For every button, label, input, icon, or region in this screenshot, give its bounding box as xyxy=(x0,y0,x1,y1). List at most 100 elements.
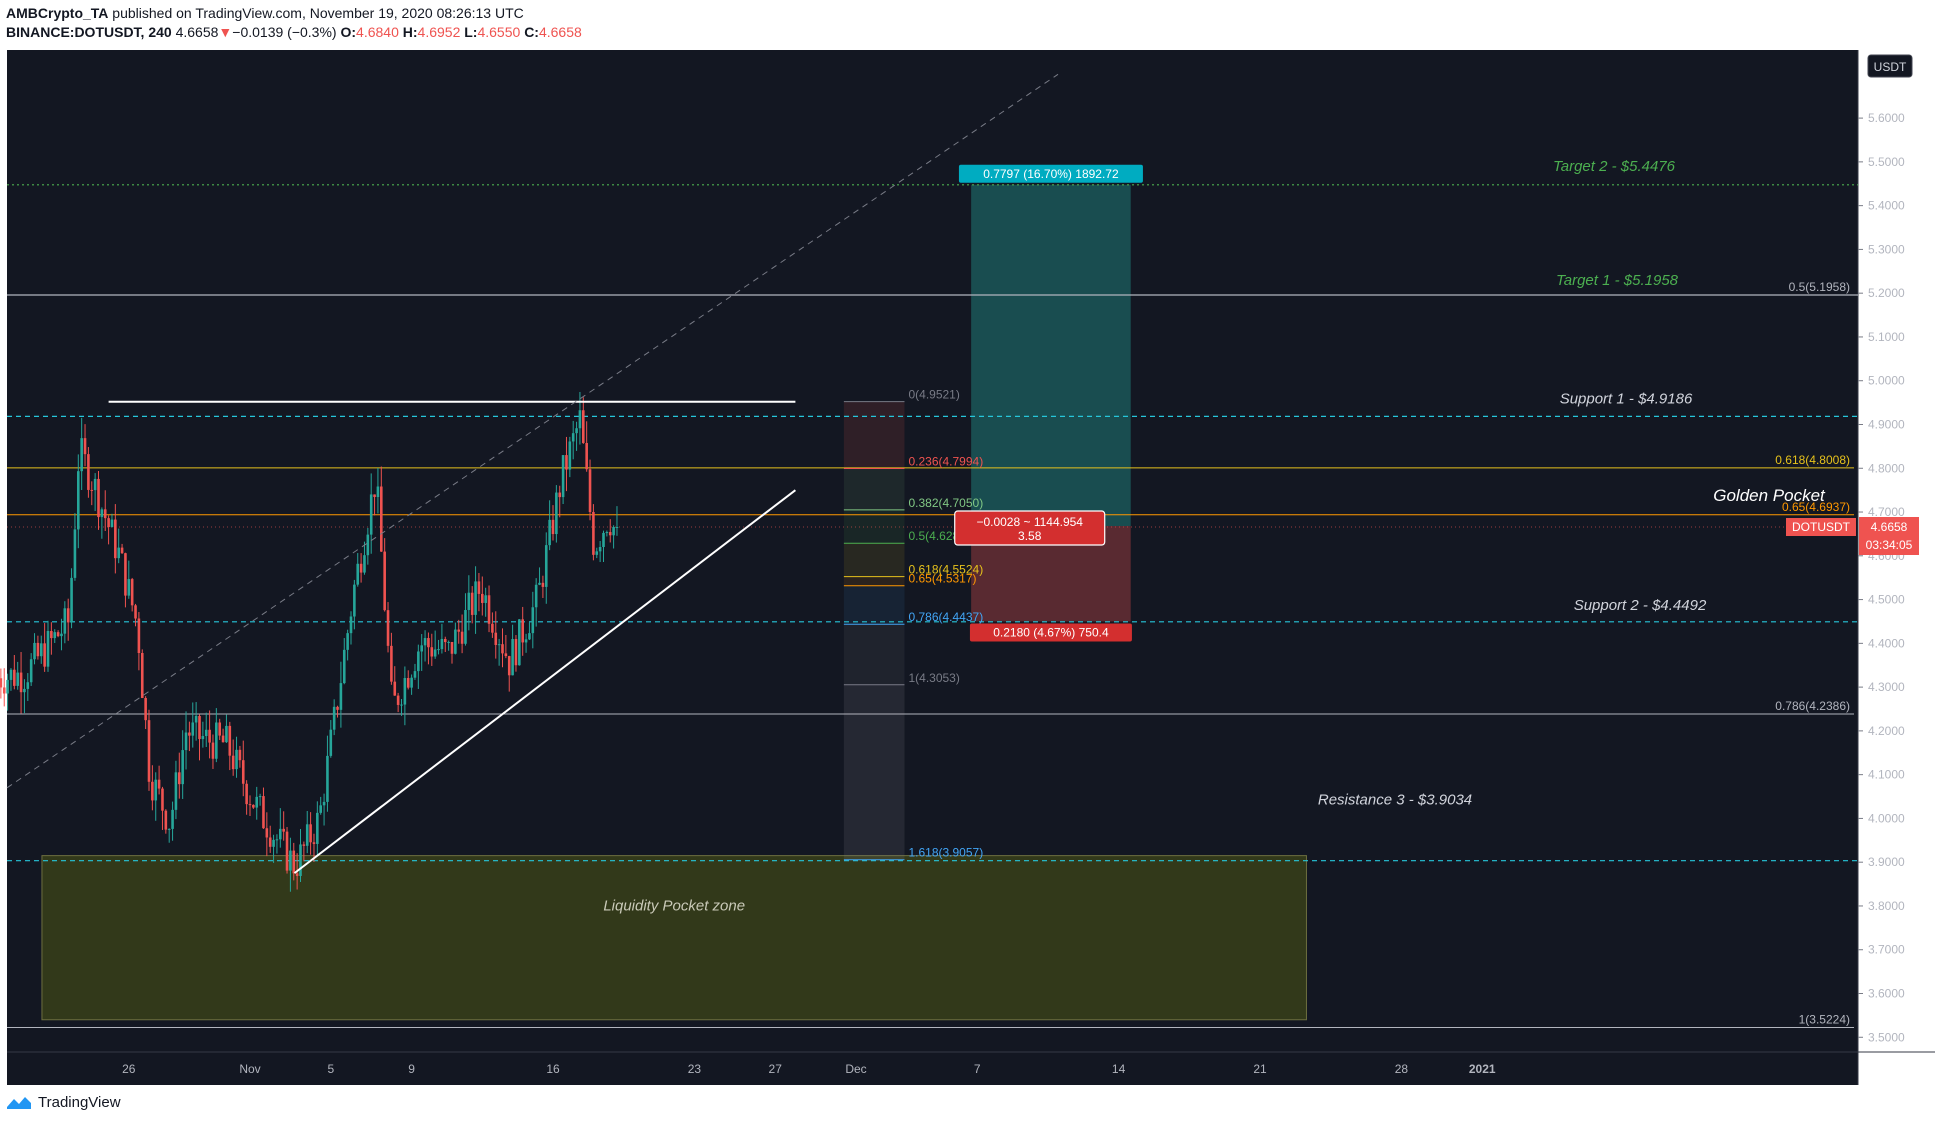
y-tick-label: 4.8000 xyxy=(1868,461,1905,475)
candle-body xyxy=(262,796,265,829)
candle-body xyxy=(380,486,383,552)
candle-body xyxy=(309,824,312,843)
candle-body xyxy=(178,772,181,785)
close-value: 4.6658 xyxy=(538,24,582,40)
position-pnl-label: −0.0028 ~ 1144.954 xyxy=(976,515,1083,529)
fib-band xyxy=(843,401,905,469)
fib-level-label: 1.618(3.9057) xyxy=(908,846,983,860)
candle-body xyxy=(275,839,279,841)
y-tick-label: 5.1000 xyxy=(1868,330,1905,344)
candle-body xyxy=(299,844,302,876)
candle-body xyxy=(528,633,531,640)
x-tick-label: 2021 xyxy=(1469,1062,1496,1076)
candle-body xyxy=(356,563,360,585)
candle-body xyxy=(215,722,218,759)
high-value: 4.6952 xyxy=(417,24,461,40)
candle-body xyxy=(201,736,205,740)
liquidity-zone-label: Liquidity Pocket zone xyxy=(603,897,745,914)
fib-level-label: 0.618(4.5524) xyxy=(908,563,983,577)
candle-body xyxy=(127,579,131,596)
x-tick-label: 21 xyxy=(1253,1062,1267,1076)
candle-body xyxy=(194,715,198,723)
x-tick-label: 27 xyxy=(769,1062,783,1076)
candle-body xyxy=(558,492,562,498)
candle-body xyxy=(147,720,151,782)
candle-body xyxy=(73,529,77,578)
candle-body xyxy=(137,618,141,653)
candle-body xyxy=(578,410,582,429)
candle-body xyxy=(134,605,137,619)
candle-body xyxy=(437,649,440,651)
liquidity-pocket-zone xyxy=(41,855,1307,1021)
candle-body xyxy=(585,442,588,470)
candle-body xyxy=(501,644,504,654)
candle-body xyxy=(63,608,67,634)
candle-body xyxy=(423,638,427,646)
candle-body xyxy=(191,722,195,736)
candle-body xyxy=(171,809,174,829)
candle-body xyxy=(582,410,585,443)
ohlc-line: BINANCE:DOTUSDT, 240 4.6658▼−0.0139 (−0.… xyxy=(6,23,582,42)
currency-label: USDT xyxy=(1874,60,1907,74)
candle-body xyxy=(2,687,6,694)
candle-body xyxy=(43,643,46,667)
x-tick-label: 5 xyxy=(327,1062,334,1076)
candle-body xyxy=(322,801,326,806)
candle-body xyxy=(23,688,26,693)
candle-body xyxy=(29,659,33,683)
candle-body xyxy=(0,678,3,688)
x-tick-label: 23 xyxy=(688,1062,702,1076)
candle-body xyxy=(208,729,211,743)
candle-body xyxy=(248,804,252,806)
candle-body xyxy=(538,582,541,585)
candle-body xyxy=(231,755,235,770)
position-target-badge xyxy=(958,164,1143,183)
fib-band xyxy=(843,624,905,685)
y-tick-label: 4.3000 xyxy=(1868,680,1905,694)
candle-body xyxy=(454,629,457,654)
y-tick-label: 5.2000 xyxy=(1868,286,1905,300)
candle-body xyxy=(316,812,319,844)
publish-info: published on TradingView.com, November 1… xyxy=(112,5,524,21)
candle-body xyxy=(312,842,316,844)
candle-body xyxy=(235,749,238,770)
candle-body xyxy=(410,677,413,688)
candle-body xyxy=(255,796,259,808)
x-tick-label: Dec xyxy=(845,1062,866,1076)
symbol-label[interactable]: BINANCE:DOTUSDT, 240 xyxy=(6,24,172,40)
candle-body xyxy=(110,519,114,528)
candle-body xyxy=(504,653,508,657)
candle-body xyxy=(403,678,407,705)
candle-body xyxy=(292,850,296,874)
position-stop-badge xyxy=(969,623,1132,642)
tradingview-logo-icon[interactable] xyxy=(6,1095,32,1111)
candle-body xyxy=(221,735,225,743)
y-tick-label: 4.0000 xyxy=(1868,811,1905,825)
candle-body xyxy=(184,732,188,751)
candle-body xyxy=(494,632,498,645)
candle-body xyxy=(268,837,272,847)
candle-body xyxy=(100,509,104,518)
candle-body xyxy=(413,671,417,678)
x-tick-label: 14 xyxy=(1112,1062,1126,1076)
candle-body xyxy=(285,831,289,871)
x-tick-label: Nov xyxy=(239,1062,260,1076)
candle-body xyxy=(524,639,528,643)
candle-body xyxy=(507,656,511,676)
candle-body xyxy=(417,651,420,672)
fib-right-label: 0.786(4.2386) xyxy=(1775,699,1850,713)
candle-body xyxy=(272,839,275,847)
candle-body xyxy=(90,489,94,491)
last-price: 4.6658 xyxy=(175,24,219,40)
author-name[interactable]: AMBCrypto_TA xyxy=(6,5,109,21)
candle-body xyxy=(457,629,461,632)
x-tick-label: 7 xyxy=(974,1062,981,1076)
candle-body xyxy=(204,729,208,737)
candle-body xyxy=(164,810,168,830)
candle-body xyxy=(551,519,555,535)
low-value: 4.6550 xyxy=(477,24,521,40)
position-stop-label: 0.2180 (4.67%) 750.4 xyxy=(993,625,1109,639)
candle-body xyxy=(154,779,158,801)
candle-body xyxy=(87,454,90,490)
